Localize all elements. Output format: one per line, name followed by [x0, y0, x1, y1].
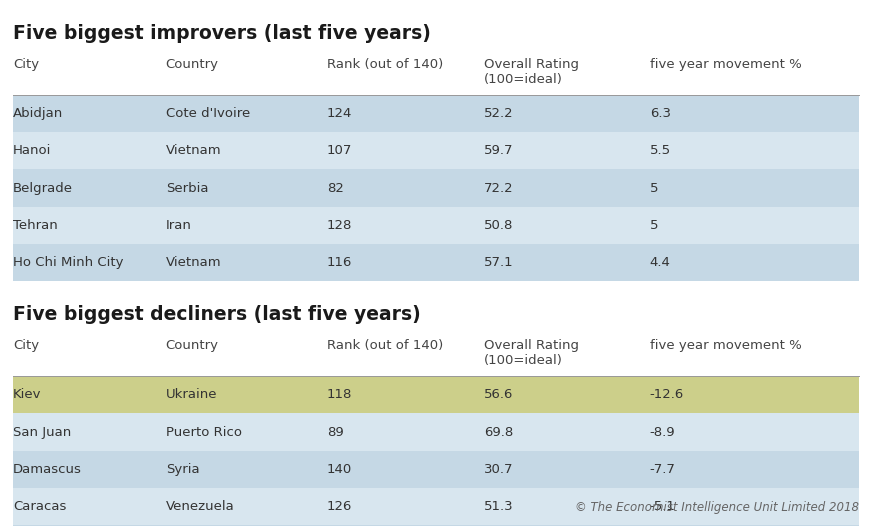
Text: Caracas: Caracas — [13, 500, 66, 513]
Text: five year movement %: five year movement % — [650, 58, 801, 71]
Text: Five biggest improvers (last five years): Five biggest improvers (last five years) — [13, 24, 431, 43]
Bar — [13, 132, 859, 169]
Text: 107: 107 — [327, 144, 352, 157]
Text: 72.2: 72.2 — [484, 181, 514, 195]
Text: Tehran: Tehran — [13, 219, 58, 232]
Text: Vietnam: Vietnam — [166, 144, 221, 157]
Bar — [13, 451, 859, 488]
Text: -12.6: -12.6 — [650, 388, 684, 401]
Text: Rank (out of 140): Rank (out of 140) — [327, 58, 443, 71]
Bar — [13, 207, 859, 244]
Text: City: City — [13, 339, 39, 352]
Bar — [13, 488, 859, 525]
Bar — [13, 244, 859, 281]
Text: -5.1: -5.1 — [650, 500, 676, 513]
Text: Belgrade: Belgrade — [13, 181, 73, 195]
Text: Country: Country — [166, 58, 219, 71]
Text: Rank (out of 140): Rank (out of 140) — [327, 339, 443, 352]
Text: five year movement %: five year movement % — [650, 339, 801, 352]
Text: 6.3: 6.3 — [650, 107, 671, 120]
Text: Iran: Iran — [166, 219, 192, 232]
Bar — [13, 413, 859, 451]
Text: 82: 82 — [327, 181, 344, 195]
Text: Hanoi: Hanoi — [13, 144, 51, 157]
Text: -7.7: -7.7 — [650, 463, 676, 476]
Text: 30.7: 30.7 — [484, 463, 514, 476]
Text: Overall Rating
(100=ideal): Overall Rating (100=ideal) — [484, 58, 579, 86]
Text: 5.5: 5.5 — [650, 144, 671, 157]
Text: -8.9: -8.9 — [650, 426, 675, 439]
Text: 59.7: 59.7 — [484, 144, 514, 157]
Text: 57.1: 57.1 — [484, 256, 514, 269]
Text: Puerto Rico: Puerto Rico — [166, 426, 242, 439]
Text: 69.8: 69.8 — [484, 426, 514, 439]
Text: © The Economist Intelligence Unit Limited 2018: © The Economist Intelligence Unit Limite… — [575, 501, 859, 514]
Bar — [13, 525, 859, 526]
Text: 116: 116 — [327, 256, 352, 269]
Text: 50.8: 50.8 — [484, 219, 514, 232]
Text: Venezuela: Venezuela — [166, 500, 235, 513]
Text: Abidjan: Abidjan — [13, 107, 64, 120]
Text: Syria: Syria — [166, 463, 200, 476]
Bar — [13, 95, 859, 132]
Text: 51.3: 51.3 — [484, 500, 514, 513]
Text: Overall Rating
(100=ideal): Overall Rating (100=ideal) — [484, 339, 579, 367]
Text: City: City — [13, 58, 39, 71]
Text: Serbia: Serbia — [166, 181, 208, 195]
Text: 124: 124 — [327, 107, 352, 120]
Text: 140: 140 — [327, 463, 352, 476]
Bar — [13, 376, 859, 413]
Text: 118: 118 — [327, 388, 352, 401]
Text: 5: 5 — [650, 219, 658, 232]
Bar — [13, 169, 859, 207]
Text: 5: 5 — [650, 181, 658, 195]
Text: 89: 89 — [327, 426, 344, 439]
Text: Country: Country — [166, 339, 219, 352]
Text: 52.2: 52.2 — [484, 107, 514, 120]
Text: Five biggest decliners (last five years): Five biggest decliners (last five years) — [13, 305, 421, 324]
Text: Damascus: Damascus — [13, 463, 82, 476]
Text: Ho Chi Minh City: Ho Chi Minh City — [13, 256, 124, 269]
Text: San Juan: San Juan — [13, 426, 72, 439]
Text: 4.4: 4.4 — [650, 256, 671, 269]
Text: Kiev: Kiev — [13, 388, 42, 401]
Text: Ukraine: Ukraine — [166, 388, 217, 401]
Text: Vietnam: Vietnam — [166, 256, 221, 269]
Text: 56.6: 56.6 — [484, 388, 514, 401]
Text: 126: 126 — [327, 500, 352, 513]
Text: Cote d'Ivoire: Cote d'Ivoire — [166, 107, 250, 120]
Text: 128: 128 — [327, 219, 352, 232]
